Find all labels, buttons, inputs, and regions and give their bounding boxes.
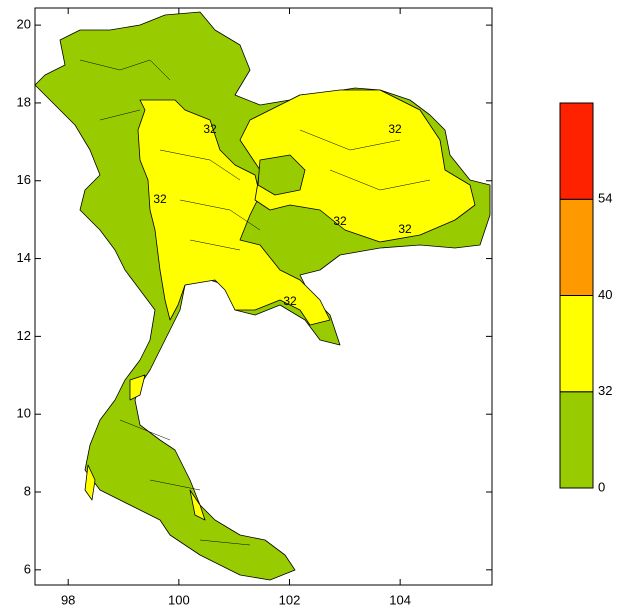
y-tick-label: 20 [17, 17, 31, 32]
contour-label: 32 [398, 222, 412, 236]
y-tick-label: 14 [17, 250, 31, 265]
x-tick-label: 100 [168, 592, 190, 607]
colorbar-label: 32 [598, 383, 612, 398]
x-tick-label: 102 [279, 592, 301, 607]
zone-south [84, 374, 206, 521]
y-tick-label: 6 [24, 561, 31, 576]
colorbar-bin [559, 102, 594, 200]
colorbar-bin [559, 198, 594, 296]
colorbar-bin [559, 295, 594, 393]
contour-label: 32 [333, 214, 347, 228]
contour-label: 32 [388, 122, 402, 136]
y-tick-label: 8 [24, 483, 31, 498]
contour-label: 32 [203, 122, 217, 136]
x-tick-label: 98 [61, 592, 75, 607]
y-tick-label: 18 [17, 94, 31, 109]
contour-label: 32 [283, 294, 297, 308]
x-tick-label: 104 [389, 592, 411, 607]
zone-green-blob [257, 154, 306, 196]
y-tick-label: 10 [17, 406, 31, 421]
colorbar-label: 54 [598, 191, 612, 206]
y-tick-label: 12 [17, 328, 31, 343]
y-tick-label: 16 [17, 172, 31, 187]
colorbar-label: 40 [598, 287, 612, 302]
colorbar-bin [559, 391, 594, 489]
colorbar-label: 0 [598, 479, 605, 494]
province-borders [79, 59, 431, 546]
contour-label: 32 [153, 192, 167, 206]
